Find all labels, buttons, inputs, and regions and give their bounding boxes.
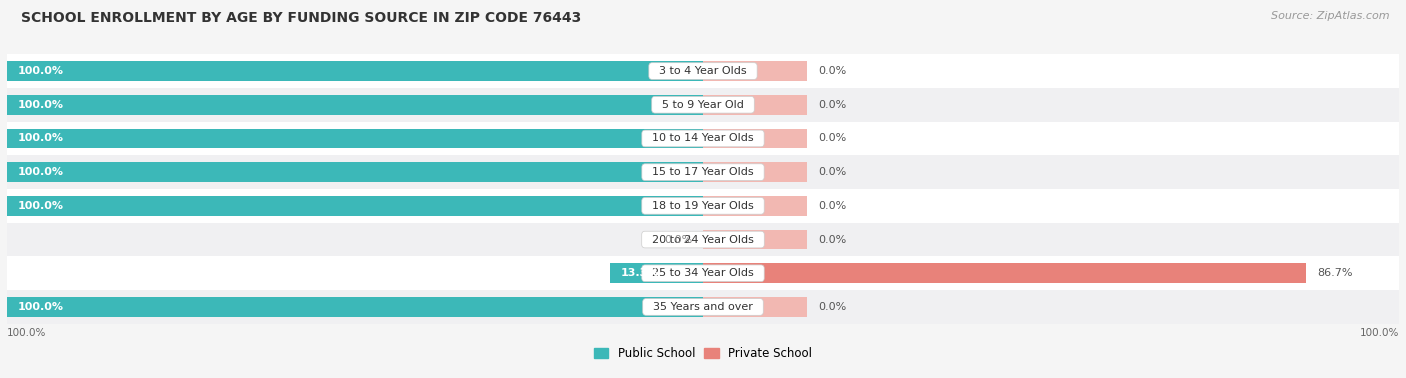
Text: SCHOOL ENROLLMENT BY AGE BY FUNDING SOURCE IN ZIP CODE 76443: SCHOOL ENROLLMENT BY AGE BY FUNDING SOUR… [21, 11, 581, 25]
Bar [703, 95, 807, 115]
Text: 3 to 4 Year Olds: 3 to 4 Year Olds [652, 66, 754, 76]
Bar [703, 263, 807, 283]
Text: 0.0%: 0.0% [818, 100, 846, 110]
Bar [7, 129, 703, 148]
Bar [703, 129, 807, 148]
Text: 100.0%: 100.0% [17, 100, 63, 110]
Text: 100.0%: 100.0% [1360, 328, 1399, 338]
Text: 13.3%: 13.3% [621, 268, 659, 278]
Text: 0.0%: 0.0% [818, 302, 846, 312]
Text: 20 to 24 Year Olds: 20 to 24 Year Olds [645, 235, 761, 245]
Bar [703, 230, 807, 249]
Text: 35 Years and over: 35 Years and over [647, 302, 759, 312]
Text: 100.0%: 100.0% [17, 167, 63, 177]
Bar [7, 88, 1399, 122]
Bar [703, 196, 807, 215]
Bar [7, 297, 703, 317]
Bar [7, 155, 1399, 189]
Bar [703, 297, 807, 317]
Legend: Public School, Private School: Public School, Private School [589, 342, 817, 365]
Text: 25 to 34 Year Olds: 25 to 34 Year Olds [645, 268, 761, 278]
Text: 0.0%: 0.0% [818, 201, 846, 211]
Bar [703, 263, 1306, 283]
Text: 0.0%: 0.0% [818, 66, 846, 76]
Text: 0.0%: 0.0% [664, 235, 693, 245]
Bar [7, 256, 1399, 290]
Bar [7, 223, 1399, 256]
Text: 100.0%: 100.0% [17, 66, 63, 76]
Text: 0.0%: 0.0% [818, 167, 846, 177]
Bar [7, 61, 703, 81]
Text: 15 to 17 Year Olds: 15 to 17 Year Olds [645, 167, 761, 177]
Bar [7, 290, 1399, 324]
Bar [7, 189, 1399, 223]
Text: 0.0%: 0.0% [818, 235, 846, 245]
Bar [610, 263, 703, 283]
Text: 18 to 19 Year Olds: 18 to 19 Year Olds [645, 201, 761, 211]
Text: 86.7%: 86.7% [1317, 268, 1353, 278]
Text: 10 to 14 Year Olds: 10 to 14 Year Olds [645, 133, 761, 143]
Bar [7, 163, 703, 182]
Text: 100.0%: 100.0% [17, 201, 63, 211]
Text: 100.0%: 100.0% [17, 302, 63, 312]
Text: 100.0%: 100.0% [7, 328, 46, 338]
Bar [7, 122, 1399, 155]
Text: Source: ZipAtlas.com: Source: ZipAtlas.com [1271, 11, 1389, 21]
Bar [703, 163, 807, 182]
Text: 100.0%: 100.0% [17, 133, 63, 143]
Bar [7, 95, 703, 115]
Bar [7, 196, 703, 215]
Text: 5 to 9 Year Old: 5 to 9 Year Old [655, 100, 751, 110]
Text: 0.0%: 0.0% [818, 133, 846, 143]
Bar [7, 54, 1399, 88]
Bar [703, 61, 807, 81]
